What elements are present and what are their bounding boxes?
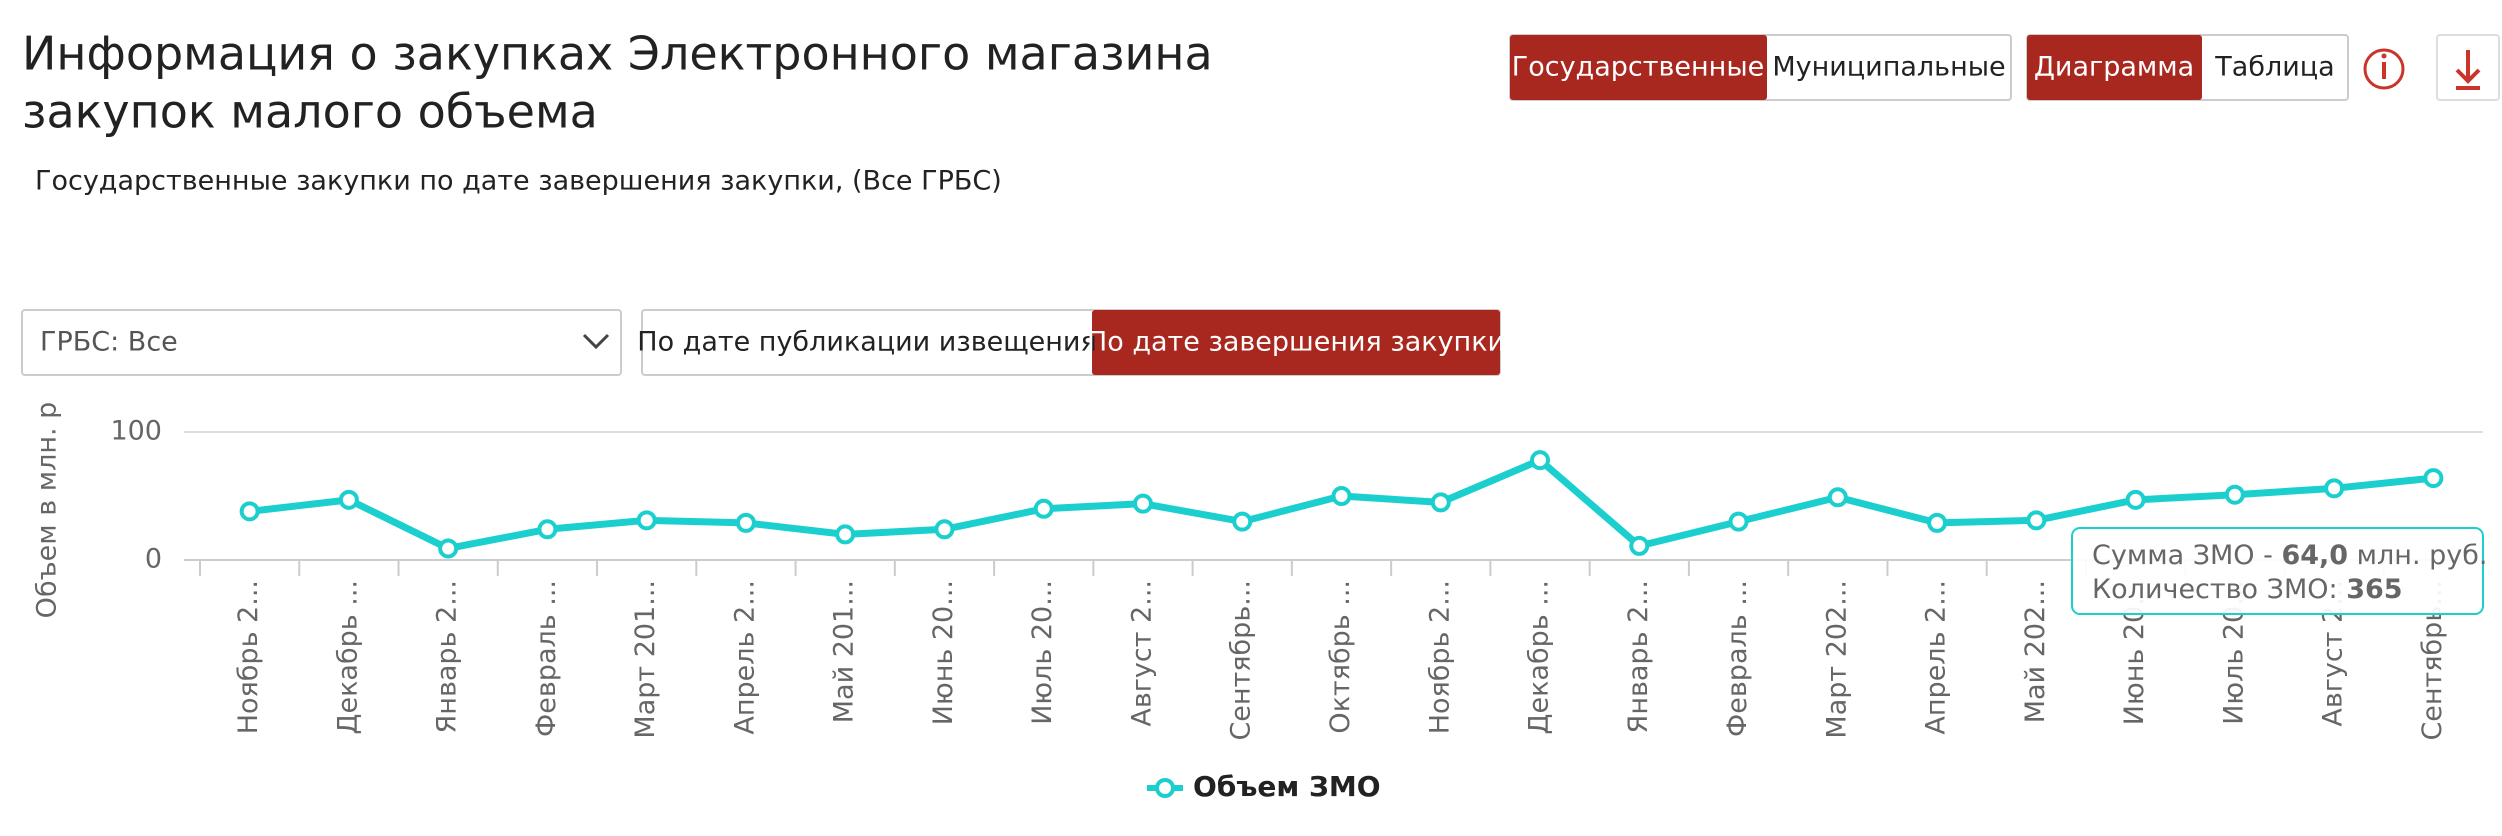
button-label[interactable]: Государственные [1512,52,1765,83]
legend-marker [1155,778,1175,798]
x-tick-label: Июль 20... [1027,580,1058,725]
point [934,519,955,540]
button[interactable] [2027,35,2202,100]
dropdown[interactable] [21,309,622,376]
point [1033,498,1054,519]
point [1530,450,1551,471]
point [1728,511,1749,532]
x-tick-label: Август 2... [1126,580,1157,727]
tooltip-text: млн. руб. [2348,540,2487,571]
point [1132,493,1153,514]
point [2224,484,2245,505]
tooltip-text: Количество ЗМО: [2092,574,2346,605]
tooltip-text: Сумма ЗМО - [2092,540,2281,571]
x-tick-label: Ноябрь 2... [1424,580,1455,734]
point [1927,512,1948,533]
title: закупок малого объема [22,85,598,139]
toggle-label[interactable]: По дате завершения закупки [1087,327,1505,358]
button[interactable] [1510,35,1767,100]
point [1232,511,1253,532]
x-tick-label: Декабрь ... [1524,580,1555,735]
point [2125,489,2146,510]
x-tick-label: Февраль ... [531,580,562,737]
point [1430,492,1451,513]
tooltip: Сумма ЗМО - 64,0 млн. руб. Количество ЗМ… [2071,527,2487,615]
button-label[interactable]: Муниципальные [1772,52,2005,83]
x-tick-label: Апрель 2... [1921,580,1952,735]
legend-label: Объем ЗМО [1193,770,1381,803]
x-tick-label: Декабрь ... [332,580,363,735]
point [438,538,459,559]
x-tick-label: Май 202... [2020,580,2051,723]
x-tick-label: Февраль ... [1722,580,1753,737]
x-tick-label: Январь 2... [432,580,463,733]
point [1331,486,1352,506]
point [2324,478,2345,499]
x-tick-label: Сентябрь... [1226,580,1257,741]
point [2423,468,2444,489]
point [636,510,657,531]
button-label[interactable]: Диаграмма [2034,52,2194,83]
y-tick-label: 0 [145,544,162,575]
dropdown-label[interactable]: ГРБС: Все [40,327,178,358]
point [735,512,756,533]
point [1629,535,1650,556]
point [537,519,558,540]
button-label[interactable]: Таблица [2214,52,2334,83]
tooltip-value: 365 [2346,574,2402,605]
x-tick-label: Январь 2... [1623,580,1654,733]
download-button[interactable] [2436,34,2500,101]
x-tick-label: Май 201... [829,580,860,723]
x-tick-label: Июнь 20... [928,580,959,725]
y-axis-title: Объем в млн. р [32,402,63,619]
subtitle: Государственные закупки по дате завершен… [35,166,1002,197]
toggle-label[interactable]: По дате публикации извещения [637,327,1096,358]
x-tick-label: Апрель 2... [729,580,760,735]
x-tick-label: Март 201... [630,580,661,739]
x-tick-label: Октябрь ... [1325,580,1356,734]
point [239,501,260,522]
svg-text:Количество ЗМО: 365: Количество ЗМО: 365 [2092,574,2403,605]
info-icon[interactable] [2363,48,2405,90]
x-tick-label: Ноябрь 2... [233,580,264,734]
point [338,489,359,510]
point [835,524,856,545]
point [1827,487,1848,508]
title: Информация о закупках Электронного магаз… [22,27,1213,81]
svg-text:Сумма ЗМО - 64,0 млн. руб.: Сумма ЗМО - 64,0 млн. руб. [2092,540,2487,571]
tooltip-value: 64,0 [2281,540,2348,571]
toggle-active[interactable] [1092,310,1500,375]
x-tick-label: Март 202... [1821,580,1852,739]
point [2026,510,2047,531]
y-tick-label: 100 [110,416,162,447]
